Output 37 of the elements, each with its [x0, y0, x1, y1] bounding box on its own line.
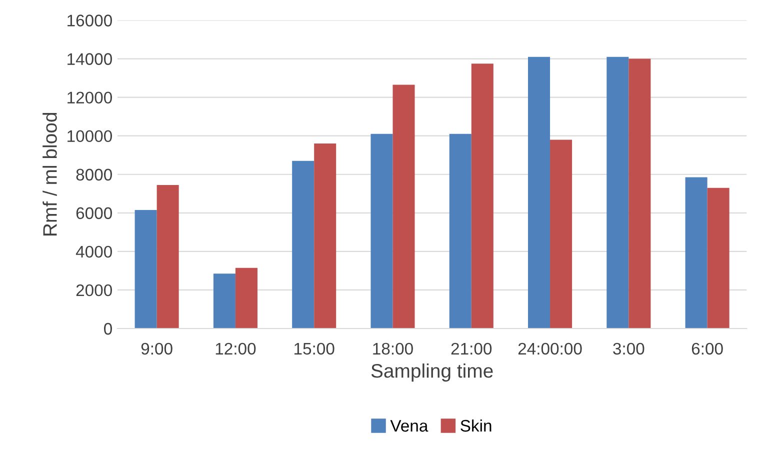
bar	[550, 140, 572, 328]
bar	[134, 210, 157, 328]
y-tick-label: 14000	[68, 53, 112, 65]
bar	[370, 134, 393, 328]
bar	[392, 84, 415, 328]
y-tick-label: 6000	[76, 207, 112, 220]
bar	[213, 274, 236, 328]
bar	[528, 56, 550, 328]
y-tick-label: 16000	[68, 14, 112, 26]
x-tick-label: 15:00	[294, 342, 334, 355]
bar	[707, 188, 730, 328]
bar	[606, 56, 629, 328]
bar	[685, 177, 708, 328]
x-axis-title: Sampling time	[371, 363, 493, 382]
x-tick-label: 6:00	[692, 342, 723, 355]
bar	[449, 134, 472, 328]
bar	[235, 268, 258, 328]
y-tick-label: 4000	[76, 246, 112, 258]
legend-label: Skin	[460, 419, 492, 432]
x-tick-label: 18:00	[373, 342, 413, 355]
x-tick-label: 9:00	[141, 342, 172, 355]
y-tick-label: 12000	[68, 92, 112, 104]
bar	[292, 160, 314, 328]
legend-label: Vena	[390, 420, 428, 432]
y-tick-label: 10000	[68, 130, 112, 142]
x-tick-label: 3:00	[613, 342, 644, 355]
bar	[156, 184, 179, 328]
y-tick-label: 2000	[76, 284, 112, 296]
bar	[471, 64, 494, 328]
x-tick-label: 21:00	[451, 342, 492, 355]
bar	[628, 58, 651, 328]
y-tick-label: 8000	[76, 168, 112, 181]
y-axis-title: Rmf / ml blood	[42, 112, 57, 236]
bar	[314, 144, 336, 328]
x-tick-label: 24:00:00	[518, 342, 582, 355]
x-tick-label: 12:00	[216, 342, 256, 355]
y-tick-label: 0	[104, 322, 112, 335]
